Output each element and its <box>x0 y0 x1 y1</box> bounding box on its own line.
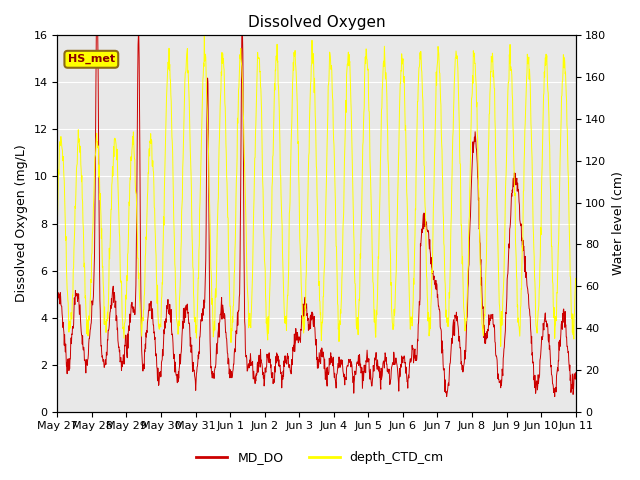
Legend: MD_DO, depth_CTD_cm: MD_DO, depth_CTD_cm <box>191 446 449 469</box>
Y-axis label: Dissolved Oxygen (mg/L): Dissolved Oxygen (mg/L) <box>15 144 28 302</box>
Text: HS_met: HS_met <box>68 54 115 64</box>
Title: Dissolved Oxygen: Dissolved Oxygen <box>248 15 385 30</box>
Y-axis label: Water level (cm): Water level (cm) <box>612 171 625 276</box>
